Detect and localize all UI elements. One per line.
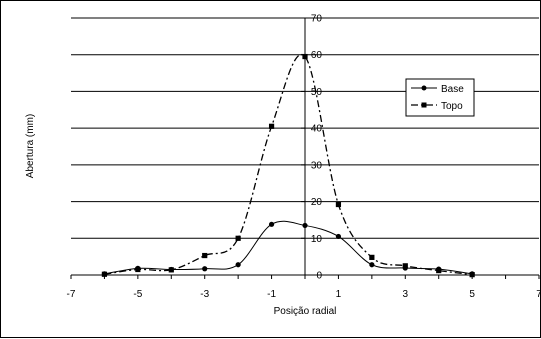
x-tick-labels: -7 -5 -3 -1 1 3 5 7 [67,289,541,300]
x-tick-label: -7 [67,289,76,300]
legend-label-base: Base [441,84,464,95]
legend-label-topo: Topo [441,101,463,112]
data-point-topo [135,266,141,273]
y-tick-label: 50 [311,87,323,98]
data-point-topo [369,254,375,260]
data-point-base [302,222,308,229]
y-tick-label: 20 [311,197,323,208]
data-point-base [235,262,241,268]
x-tick-label: -1 [267,289,276,300]
x-tick-label: 7 [536,289,541,300]
x-tick-label: -3 [200,289,209,300]
series-lines [104,53,473,276]
data-point-topo [268,123,275,129]
axes [70,17,540,279]
data-point-topo [235,235,241,241]
data-point-topo [335,201,342,208]
y-tick-label: 10 [311,234,323,245]
data-point-topo [469,272,475,278]
y-tick-label: 40 [311,124,323,135]
y-tick-labels: 0 10 20 30 40 50 60 70 [311,14,323,282]
y-tick-label: 70 [311,14,323,25]
x-tick-label: 1 [336,289,342,300]
y-tick-label: 60 [311,50,323,61]
series-line-base [104,220,473,275]
data-point-base [268,221,275,227]
series-markers [101,53,475,278]
data-point-topo [168,267,174,273]
legend-item-topo: Topo [411,101,463,112]
series-line-topo [104,53,473,276]
data-point-topo [402,263,408,269]
y-tick-label: 0 [316,271,322,282]
data-point-base [335,233,342,240]
x-tick-label: 3 [403,289,409,300]
x-tick-label: 5 [469,289,475,300]
legend: Base Topo [405,78,475,117]
legend-marker-topo [421,102,427,108]
y-axis-label: Abertura (mm) [25,114,36,178]
legend-box [405,78,475,117]
data-point-base [202,266,208,272]
data-point-topo [202,252,208,259]
x-tick-label: -5 [133,289,142,300]
legend-item-base: Base [411,84,464,95]
data-point-base [369,262,375,268]
data-point-topo [101,271,108,277]
y-tick-label: 30 [311,160,323,171]
x-axis-label: Posição radial [274,306,337,317]
data-point-topo [436,267,442,274]
data-point-topo [302,53,308,60]
legend-marker-base [421,85,427,91]
